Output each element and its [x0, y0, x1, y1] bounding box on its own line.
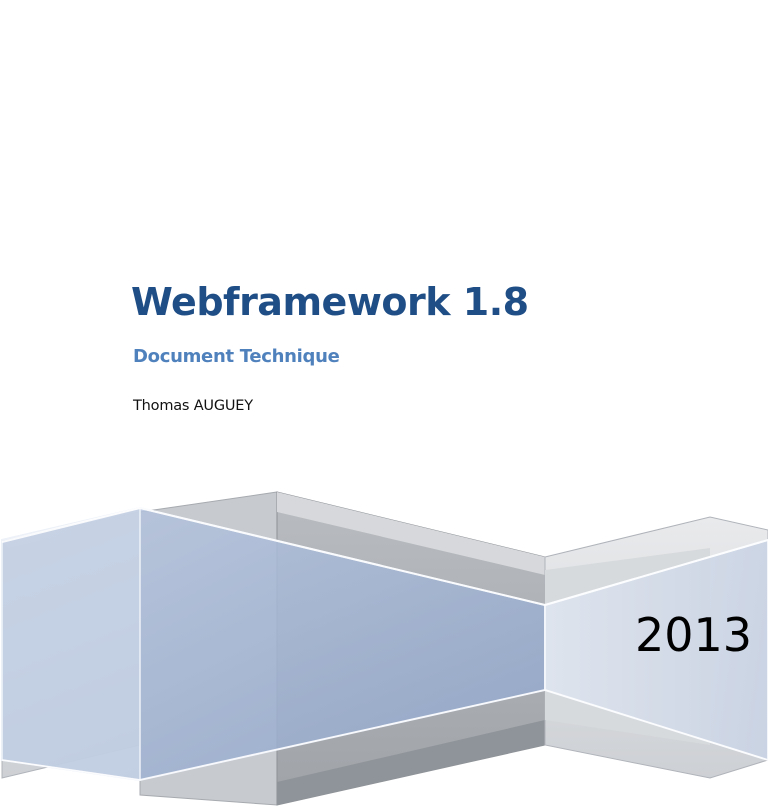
document-year: 2013 — [635, 608, 753, 662]
document-title: Webframework 1.8 — [131, 280, 529, 324]
ribbon-center-dark-top — [277, 492, 545, 575]
ribbon-center-dark-bottom — [277, 720, 545, 805]
ribbon-blue-left — [1, 507, 141, 781]
document-subtitle: Document Technique — [133, 346, 340, 367]
document-author: Thomas AUGUEY — [133, 398, 253, 414]
